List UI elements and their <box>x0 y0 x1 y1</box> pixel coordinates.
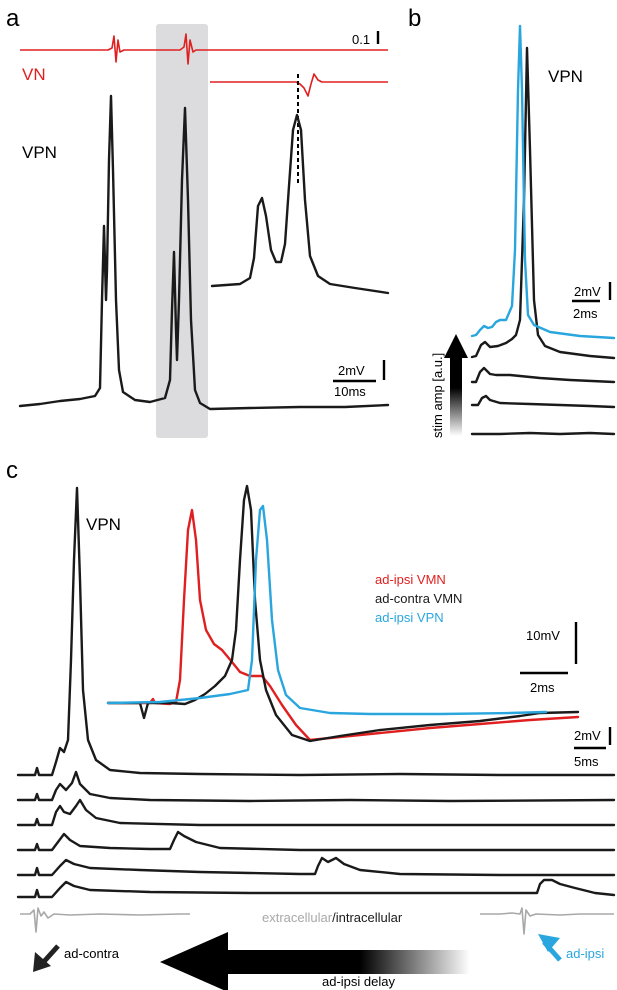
c-trace-1 <box>16 486 616 777</box>
scale-ms-label-a: 10ms <box>334 384 366 399</box>
c-trace-2 <box>16 770 616 803</box>
scale-inset-mv-label: 10mV <box>526 628 560 643</box>
inset-trace-black <box>106 484 580 743</box>
c-trace-3 <box>16 798 616 827</box>
vpn-label-c: VPN <box>86 515 121 534</box>
b-trace-2 <box>470 394 616 409</box>
scale-mv-label-a: 2mV <box>338 363 365 378</box>
slash-text: / <box>332 910 336 925</box>
ad-ipsi-arrow <box>538 934 562 962</box>
b-trace-5-blue <box>470 24 616 340</box>
inset-trace-red <box>106 508 580 742</box>
panel-a-letter: a <box>6 5 20 32</box>
vpn-trace-a <box>18 94 390 411</box>
vpn-label-a: VPN <box>22 143 57 162</box>
c-gray-trace-left <box>20 907 190 933</box>
b-trace-4 <box>470 46 616 360</box>
vpn-label-b: VPN <box>548 67 583 86</box>
panel-b-letter: b <box>408 5 421 32</box>
inset-trace-blue <box>106 504 548 716</box>
panel-a: a VN 0.1 VPN 2mV 10ms <box>6 5 390 438</box>
c-trace-5 <box>16 856 616 877</box>
delay-arrow <box>160 932 470 990</box>
c-trace-4 <box>16 830 616 852</box>
legend-ad-contra-vmn: ad-contra VMN <box>375 591 462 606</box>
scale-top-label: 0.1 <box>352 32 370 47</box>
c-gray-trace-right <box>480 907 614 935</box>
intracellular-text: intracellular <box>336 910 403 925</box>
legend-ad-ipsi-vmn: ad-ipsi VMN <box>375 572 446 587</box>
c-trace-6 <box>16 878 616 899</box>
vn-label: VN <box>22 65 46 84</box>
highlight-region <box>156 24 208 438</box>
ad-contra-label: ad-contra <box>64 946 120 961</box>
b-trace-1 <box>470 431 616 436</box>
delay-label: ad-ipsi delay <box>322 974 395 989</box>
b-trace-3 <box>470 366 616 384</box>
scale-mv-label-b: 2mV <box>574 284 601 299</box>
stim-arrow-shaft <box>450 356 462 436</box>
panel-c: c VPN ad-ipsi VMN ad-contra VMN ad-ipsi … <box>6 457 616 990</box>
scale-ms-label-b: 2ms <box>573 306 598 321</box>
ad-contra-arrow <box>33 944 60 972</box>
ad-ipsi-label: ad-ipsi <box>566 946 604 961</box>
extracellular-text: extracellular <box>262 910 333 925</box>
vpn-zoom-trace <box>210 113 390 295</box>
panel-c-letter: c <box>6 457 18 484</box>
legend-ad-ipsi-vpn: ad-ipsi VPN <box>375 610 444 625</box>
scale-mv-label-c: 2mV <box>574 728 601 743</box>
stim-label: stim amp [a.u.] <box>430 353 445 438</box>
scale-inset-ms-label: 2ms <box>530 680 555 695</box>
extracellular-label: extracellular/intracellular <box>262 910 403 925</box>
stim-arrow-head <box>444 334 468 358</box>
panel-b: b VPN stim amp [a.u.] 2mV 2ms <box>408 5 616 438</box>
vn-trace <box>20 33 388 65</box>
scale-ms-label-c: 5ms <box>574 754 599 769</box>
